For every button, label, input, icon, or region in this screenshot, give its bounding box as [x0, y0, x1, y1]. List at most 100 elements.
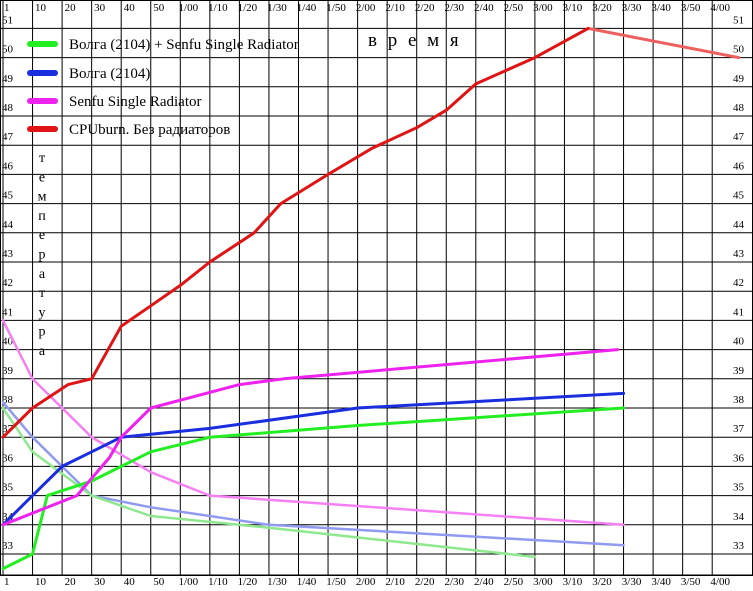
- x-tick-label-top: 2/50: [504, 2, 524, 14]
- x-tick-label-bottom: 2/40: [474, 576, 494, 588]
- x-axis-label: в р е м я: [368, 30, 462, 51]
- x-tick-label-top: 1/20: [238, 2, 258, 14]
- x-tick-label-top: 1/50: [326, 2, 346, 14]
- x-tick-label-top: 40: [124, 2, 136, 14]
- y-axis-label-letter: р: [39, 325, 46, 340]
- y-tick-label-right: 36: [733, 452, 745, 464]
- legend: Волга (2104) + Senfu Single Radiator Волг…: [27, 37, 299, 138]
- x-tick-label-top: 3/20: [592, 2, 612, 14]
- x-tick-label-bottom: 1/50: [326, 576, 346, 588]
- x-tick-label-bottom: 2/20: [415, 576, 435, 588]
- x-tick-label-top: 1/30: [267, 2, 287, 14]
- x-tick-label-bottom: 1/40: [297, 576, 317, 588]
- series-line: [1, 406, 626, 571]
- y-tick-label-left: 33: [2, 540, 14, 552]
- y-tick-label-right: 47: [733, 131, 745, 143]
- y-tick-label-right: 44: [733, 219, 745, 231]
- x-tick-label-top: 2/40: [474, 2, 494, 14]
- y-tick-label-left: 34: [2, 511, 14, 523]
- y-tick-label-left: 37: [2, 423, 14, 435]
- x-tick-label-bottom: 2/00: [356, 576, 376, 588]
- y-tick-label-right: 51: [733, 14, 744, 26]
- y-tick-label-right: 37: [733, 423, 745, 435]
- x-tick-label-bottom: 30: [94, 576, 106, 588]
- y-tick-label-right: 42: [733, 277, 744, 289]
- y-tick-label-left: 41: [2, 306, 13, 318]
- x-tick-label-bottom: 3/00: [533, 576, 553, 588]
- x-tick-label-top: 1/40: [297, 2, 317, 14]
- x-tick-label-bottom: 20: [65, 576, 77, 588]
- series-line-cooling: [1, 319, 625, 527]
- y-tick-label-left: 39: [2, 365, 14, 377]
- x-tick-label-bottom: 3/10: [563, 576, 583, 588]
- series-line: [1, 348, 620, 527]
- x-tick-label-top: 10: [35, 2, 47, 14]
- series-line-cooling: [586, 26, 741, 60]
- y-tick-label-left: 48: [2, 102, 14, 114]
- y-tick-label-left: 44: [2, 219, 14, 231]
- x-tick-label-top: 2/20: [415, 2, 435, 14]
- x-tick-label-bottom: 2/10: [385, 576, 405, 588]
- x-tick-label-bottom: 50: [153, 576, 165, 588]
- x-tick-label-bottom: 3/30: [622, 576, 642, 588]
- y-axis-label-letter: т: [39, 151, 45, 166]
- y-axis-label-letter: е: [39, 228, 45, 243]
- x-tick-label-bottom: 3/20: [592, 576, 612, 588]
- x-tick-label-top: 1/00: [179, 2, 199, 14]
- y-tick-label-right: 35: [733, 482, 745, 494]
- y-axis-label-letter: т: [39, 286, 45, 301]
- x-tick-label-top: 2/30: [444, 2, 464, 14]
- legend-entry-label: Волга (2104) + Senfu Single Radiator: [69, 37, 299, 53]
- y-tick-label-left: 36: [2, 452, 14, 464]
- x-tick-label-bottom: 3/40: [651, 576, 671, 588]
- y-tick-label-right: 41: [733, 306, 744, 318]
- x-tick-label-bottom: 40: [124, 576, 136, 588]
- y-axis-label-letter: п: [38, 209, 46, 224]
- series-line: [1, 391, 626, 527]
- y-tick-label-left: 43: [2, 248, 14, 260]
- y-tick-label-left: 42: [2, 277, 13, 289]
- y-axis-label-letter: а: [39, 267, 46, 282]
- x-tick-label-top: 3/30: [622, 2, 642, 14]
- x-tick-label-top: 30: [94, 2, 106, 14]
- x-tick-label-top: 3/10: [563, 2, 583, 14]
- legend-entry-label: CPUburn. Без радиаторов: [69, 122, 230, 138]
- x-tick-label-top: 1: [4, 2, 10, 14]
- y-tick-label-left: 38: [2, 394, 14, 406]
- x-tick-label-top: 1/10: [208, 2, 228, 14]
- y-tick-label-left: 51: [2, 14, 13, 26]
- x-tick-label-bottom: 3/50: [681, 576, 701, 588]
- x-tick-label-bottom: 1/30: [267, 576, 287, 588]
- x-tick-label-top: 3/00: [533, 2, 553, 14]
- y-tick-label-right: 38: [733, 394, 745, 406]
- x-tick-label-top: 2/00: [356, 2, 376, 14]
- x-tick-label-bottom: 2/50: [504, 576, 524, 588]
- y-axis-label-letter: м: [38, 190, 47, 205]
- y-tick-label-right: 50: [733, 44, 745, 56]
- series-lines: [1, 26, 741, 571]
- tick-labels: 1 1 10 10 20 20 30 30 40 40 50 50 1/00 1/00 1/10 1/10 1/…: [2, 2, 745, 588]
- x-tick-label-top: 4/00: [710, 2, 730, 14]
- y-tick-label-right: 43: [733, 248, 745, 260]
- y-tick-label-left: 40: [2, 336, 14, 348]
- y-tick-label-right: 45: [733, 190, 745, 202]
- series-line-cooling: [1, 400, 625, 547]
- y-tick-label-left: 47: [2, 131, 14, 143]
- legend-entry-label: Волга (2104): [69, 66, 150, 82]
- y-tick-label-right: 46: [733, 160, 745, 172]
- x-tick-label-bottom: 1/20: [238, 576, 258, 588]
- series-line: [1, 26, 590, 439]
- y-axis-label-letter: е: [39, 170, 45, 185]
- x-tick-label-top: 50: [153, 2, 165, 14]
- y-tick-label-right: 33: [733, 540, 745, 552]
- x-tick-label-top: 3/50: [681, 2, 701, 14]
- y-tick-label-left: 45: [2, 190, 14, 202]
- x-tick-label-top: 20: [65, 2, 77, 14]
- y-tick-label-left: 46: [2, 160, 14, 172]
- y-tick-label-left: 49: [2, 73, 14, 85]
- y-tick-label-right: 39: [733, 365, 745, 377]
- y-axis-label-letter: у: [39, 305, 46, 320]
